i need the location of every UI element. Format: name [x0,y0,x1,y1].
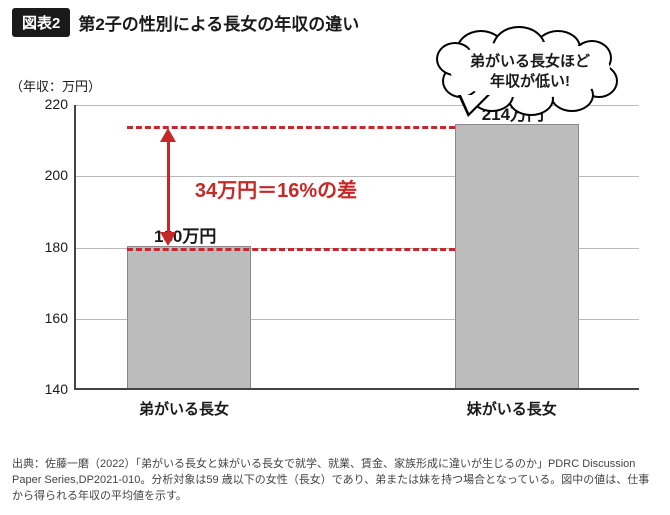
bar [455,124,579,388]
source-note: 出典：佐藤一磨（2022）「弟がいる長女と妹がいる長女で就学、就業、賃金、家族形… [12,457,652,505]
diff-label: 34万円＝16%の差 [195,174,357,203]
category-label: 妹がいる長女 [467,398,557,419]
y-axis-label: （年収：万円） [10,76,101,95]
figure-tag: 図表2 [12,8,70,37]
y-tick-label: 200 [38,167,68,183]
bar [127,246,251,389]
y-tick-label: 220 [38,96,68,112]
y-tick-label: 140 [38,381,68,397]
figure-title: 第2子の性別による長女の年収の違い [78,10,359,35]
callout-bubble: 弟がいる長女ほど年収が低い! [440,38,620,103]
y-tick-label: 160 [38,310,68,326]
dashed-ref-lower [127,248,455,251]
diff-arrow [167,140,170,233]
y-tick-label: 180 [38,239,68,255]
category-label: 弟がいる長女 [139,398,229,419]
chart-plot: 140160180200220180万円弟がいる長女214万円妹がいる長女34万… [74,105,639,390]
